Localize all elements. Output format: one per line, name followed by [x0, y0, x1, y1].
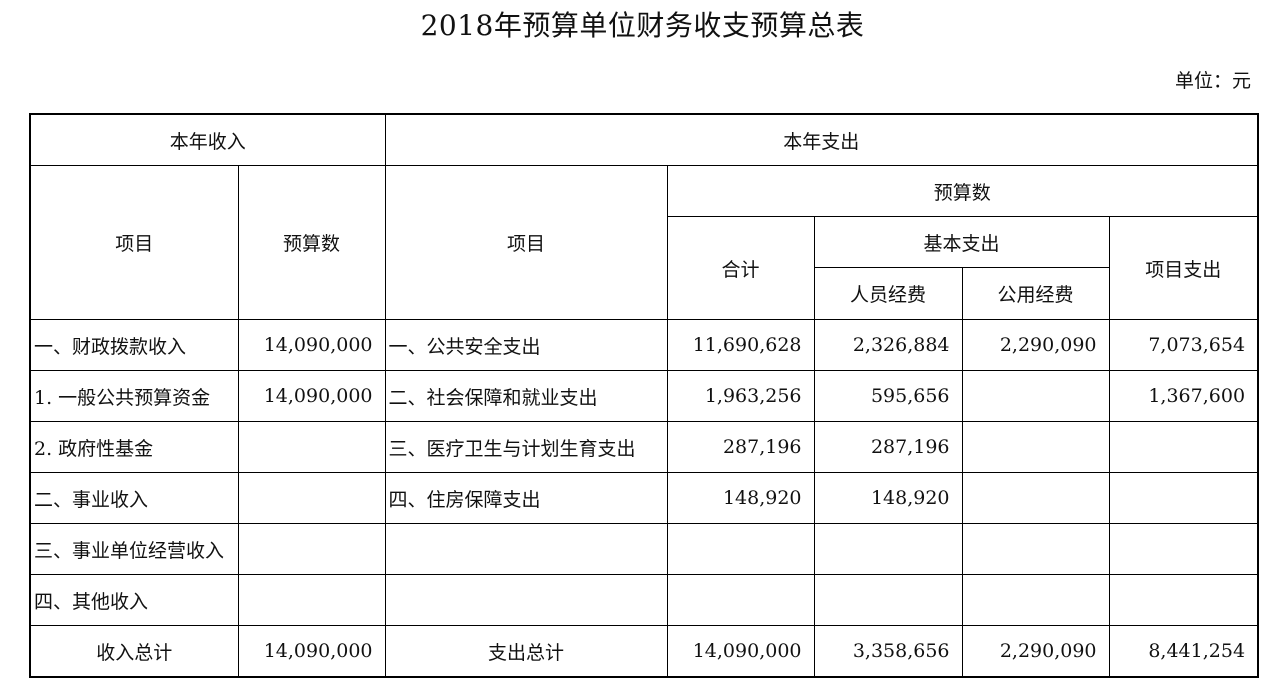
header-row-4: 人员经费 公用经费	[30, 267, 1258, 320]
header-income-budget: 预算数	[237, 165, 386, 320]
unit-label: 单位：元	[1174, 70, 1251, 92]
project-cell	[1108, 574, 1259, 626]
table-row: 三、事业单位经营收入	[29, 523, 1259, 575]
expense-total-cell	[666, 574, 815, 626]
public-cell	[961, 472, 1110, 524]
income-item-cell: 1. 一般公共预算资金	[29, 370, 239, 422]
expense-item-cell	[384, 523, 668, 575]
income-item-cell: 四、其他收入	[29, 574, 239, 626]
expense-total-cell: 1,963,256	[666, 370, 815, 422]
public-cell	[961, 574, 1110, 626]
expense-item-cell: 一、公共安全支出	[384, 319, 668, 371]
project-total: 8,441,254	[1108, 625, 1259, 678]
income-amount-cell	[237, 523, 386, 575]
expense-item-cell: 四、住房保障支出	[384, 472, 668, 524]
header-expense: 本年支出	[384, 113, 1259, 166]
header-expense-budget: 预算数	[666, 165, 1259, 217]
income-item-cell: 2. 政府性基金	[29, 421, 239, 473]
public-cell	[961, 370, 1110, 422]
header-income: 本年收入	[29, 113, 386, 166]
header-expense-item: 项目	[384, 165, 668, 320]
expense-total-amount: 14,090,000	[666, 625, 815, 678]
expense-item-cell: 二、社会保障和就业支出	[384, 370, 668, 422]
header-income-item: 项目	[29, 165, 239, 320]
table-row: 二、事业收入 四、住房保障支出 148,920 148,920	[29, 472, 1259, 524]
public-total: 2,290,090	[961, 625, 1110, 678]
table-row: 2. 政府性基金 三、医疗卫生与计划生育支出 287,196 287,196	[29, 421, 1259, 473]
expense-total-cell: 287,196	[666, 421, 815, 473]
project-cell	[1108, 523, 1259, 575]
income-item-cell: 二、事业收入	[29, 472, 239, 524]
income-total-amount: 14,090,000	[237, 625, 386, 678]
personnel-cell: 287,196	[813, 421, 963, 473]
public-cell	[961, 523, 1110, 575]
expense-total-cell: 11,690,628	[666, 319, 815, 371]
totals-row: 收入总计 14,090,000 支出总计 14,090,000 3,358,65…	[29, 625, 1259, 678]
project-cell	[1108, 472, 1259, 524]
table-row: 一、财政拨款收入 14,090,000 一、公共安全支出 11,690,628 …	[29, 319, 1259, 371]
income-amount-cell	[237, 421, 386, 473]
header-row-3: 合计 基本支出 项目支出	[30, 216, 1259, 320]
income-amount-cell	[237, 472, 386, 524]
public-cell: 2,290,090	[961, 319, 1110, 371]
header-row-2: 项目 预算数 项目 预算数	[29, 165, 1259, 320]
table-row: 四、其他收入	[29, 574, 1259, 626]
page-title: 2018年预算单位财务收支预算总表	[420, 9, 865, 42]
personnel-total: 3,358,656	[813, 625, 963, 678]
personnel-cell: 595,656	[813, 370, 963, 422]
expense-item-cell	[384, 574, 668, 626]
project-cell	[1108, 421, 1259, 473]
project-cell: 7,073,654	[1108, 319, 1259, 371]
budget-summary-table: 本年收入 本年支出 项目 预算数 项目 预算数 合计 基本支出 项目支出 人员经…	[29, 113, 1260, 678]
income-item-cell: 一、财政拨款收入	[29, 319, 239, 371]
expense-total-cell	[666, 523, 815, 575]
public-cell	[961, 421, 1110, 473]
header-total: 合计	[666, 216, 815, 320]
project-cell: 1,367,600	[1108, 370, 1259, 422]
table-row: 1. 一般公共预算资金 14,090,000 二、社会保障和就业支出 1,963…	[29, 370, 1259, 422]
income-total-label: 收入总计	[29, 625, 239, 678]
income-item-cell: 三、事业单位经营收入	[29, 523, 239, 575]
income-amount-cell	[237, 574, 386, 626]
header-basic: 基本支出	[813, 216, 1110, 268]
income-amount-cell: 14,090,000	[237, 370, 386, 422]
header-personnel: 人员经费	[813, 267, 963, 320]
header-row-1: 本年收入 本年支出	[29, 113, 1259, 166]
expense-total-label: 支出总计	[384, 625, 668, 678]
header-public: 公用经费	[961, 267, 1110, 320]
expense-total-cell: 148,920	[666, 472, 815, 524]
personnel-cell: 148,920	[813, 472, 963, 524]
header-project: 项目支出	[1108, 216, 1259, 320]
personnel-cell: 2,326,884	[813, 319, 963, 371]
personnel-cell	[813, 523, 963, 575]
expense-item-cell: 三、医疗卫生与计划生育支出	[384, 421, 668, 473]
income-amount-cell: 14,090,000	[237, 319, 386, 371]
personnel-cell	[813, 574, 963, 626]
